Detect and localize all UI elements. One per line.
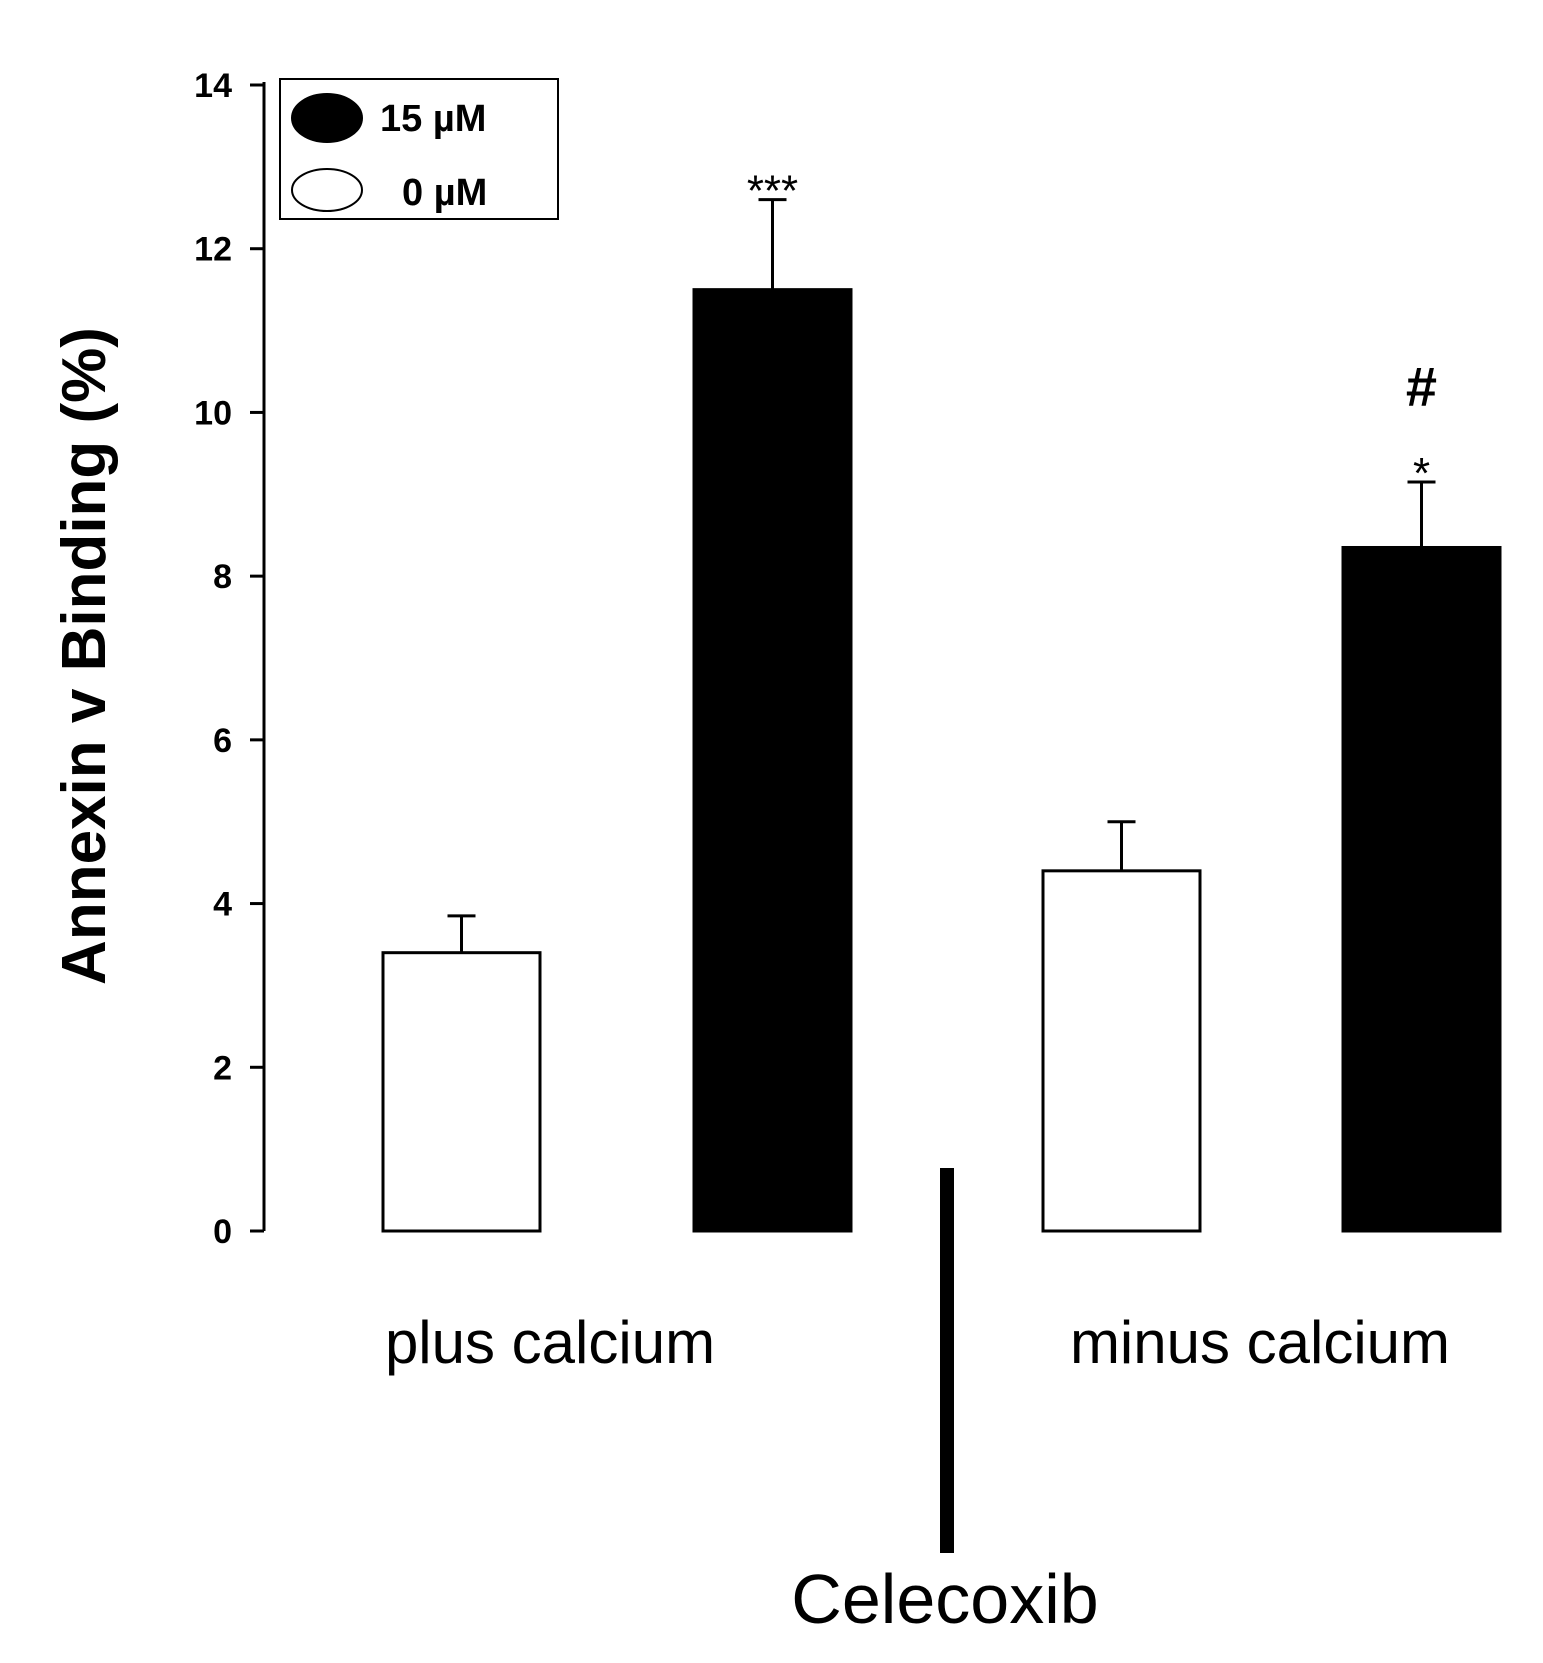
bar-plus-calcium-0um [381, 951, 542, 1233]
bars: ****# [381, 167, 1502, 1233]
y-tick-label: 4 [213, 886, 232, 924]
y-tick-label: 8 [213, 558, 232, 596]
y-tick-label: 10 [194, 394, 232, 432]
y-tick-label: 0 [213, 1213, 232, 1251]
y-tick-label: 2 [213, 1049, 232, 1087]
significance-marker: # [1406, 355, 1437, 418]
group-label-minus-calcium: minus calcium [1070, 1309, 1450, 1376]
y-tick-label: 14 [194, 67, 232, 105]
significance-marker: * [1413, 449, 1430, 498]
legend-swatch-0um [291, 168, 363, 212]
legend: 15 µM 0 µM [279, 78, 559, 220]
bar-minus-calcium-15um [1341, 545, 1502, 1233]
legend-label-15um: 15 µM [380, 98, 486, 140]
bar-minus-calcium-0um [1041, 869, 1202, 1233]
y-axis-ticks: 0 2 4 6 8 10 12 14 [194, 67, 264, 1251]
legend-label-0um: 0 µM [402, 172, 487, 214]
celecoxib-label: Celecoxib [791, 1560, 1098, 1638]
group-separator [940, 1168, 954, 1553]
group-label-plus-calcium: plus calcium [385, 1309, 715, 1376]
significance-marker: *** [747, 167, 798, 216]
legend-swatch-15um [291, 93, 363, 143]
bar-plus-calcium-15um [692, 288, 853, 1233]
y-tick-label: 6 [213, 722, 232, 760]
y-tick-label: 12 [194, 231, 232, 269]
y-axis-title: Annexin v Binding (%) [50, 327, 119, 985]
